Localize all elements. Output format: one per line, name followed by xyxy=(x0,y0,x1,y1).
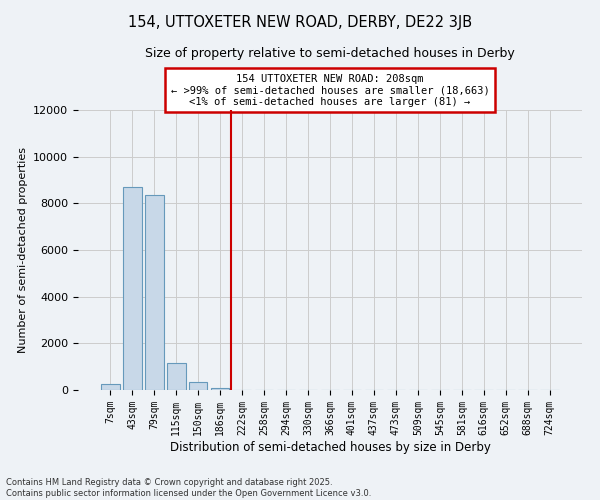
Bar xyxy=(167,363,185,390)
Text: Contains HM Land Registry data © Crown copyright and database right 2025.
Contai: Contains HM Land Registry data © Crown c… xyxy=(6,478,371,498)
Y-axis label: Number of semi-detached properties: Number of semi-detached properties xyxy=(17,147,28,353)
Text: 154, UTTOXETER NEW ROAD, DERBY, DE22 3JB: 154, UTTOXETER NEW ROAD, DERBY, DE22 3JB xyxy=(128,15,472,30)
Bar xyxy=(211,388,229,390)
Text: 154 UTTOXETER NEW ROAD: 208sqm
← >99% of semi-detached houses are smaller (18,66: 154 UTTOXETER NEW ROAD: 208sqm ← >99% of… xyxy=(170,74,490,107)
Bar xyxy=(101,384,119,390)
Bar xyxy=(189,382,208,390)
Bar xyxy=(123,187,142,390)
Bar xyxy=(145,195,164,390)
Title: Size of property relative to semi-detached houses in Derby: Size of property relative to semi-detach… xyxy=(145,47,515,60)
X-axis label: Distribution of semi-detached houses by size in Derby: Distribution of semi-detached houses by … xyxy=(170,440,490,454)
